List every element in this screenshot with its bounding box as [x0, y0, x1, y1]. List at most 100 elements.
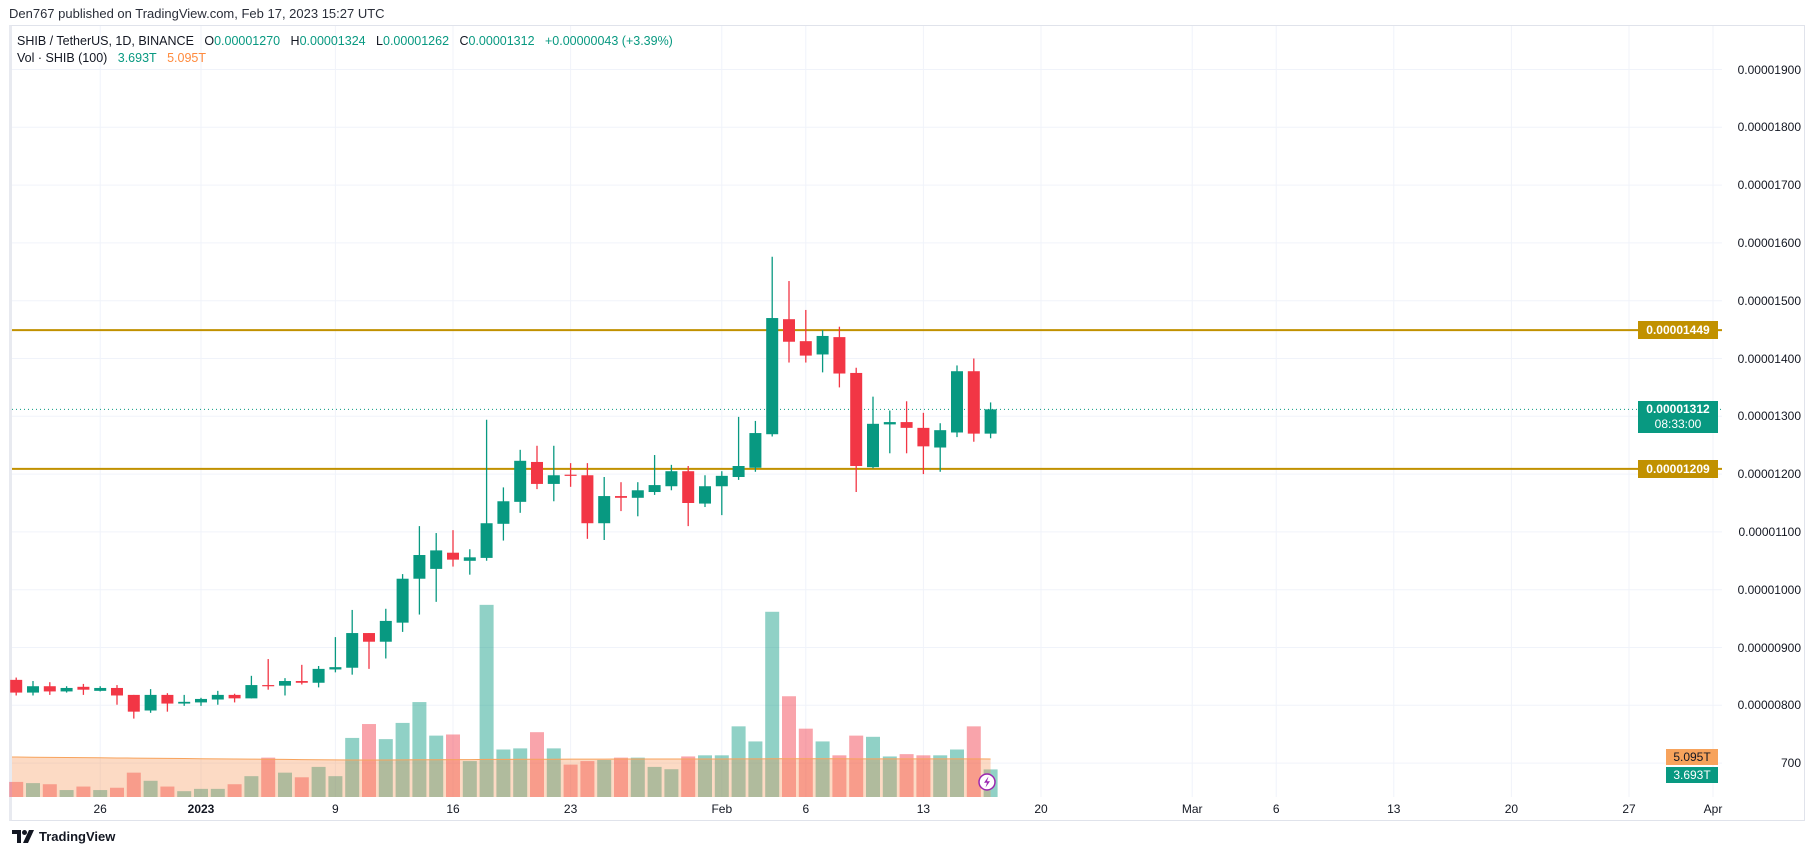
candle [715, 471, 728, 516]
candle [262, 659, 275, 690]
candle-body [27, 686, 39, 693]
candle [60, 686, 73, 693]
volume-bar [210, 788, 225, 797]
volume-bar [160, 786, 175, 797]
volume-bar [429, 735, 444, 797]
volume-bar [244, 776, 259, 797]
time-tick-label: 26 [93, 802, 107, 816]
brand-name: TradingView [39, 829, 116, 844]
volume-bar [446, 734, 460, 797]
close-label: C [459, 34, 469, 48]
candle [581, 463, 594, 539]
price-tick-label: 0.00001000 [1737, 582, 1801, 597]
volume-bar [916, 755, 931, 797]
candle [195, 697, 207, 706]
candle [699, 475, 711, 508]
volume-bar [899, 754, 914, 797]
volume-bar [462, 761, 477, 797]
price-tick-label: 0.00001500 [1737, 293, 1801, 308]
candle [413, 526, 426, 615]
volume-bar [496, 749, 511, 797]
volume-bar [798, 728, 813, 797]
candle-body [161, 694, 174, 704]
low-value: 0.00001262 [383, 34, 450, 48]
alert-lightning-icon[interactable] [978, 773, 996, 791]
volume-bar [278, 772, 292, 797]
candle [178, 694, 191, 706]
volume-legend: Vol · SHIB (100) 3.693T 5.095T [17, 51, 206, 65]
candle [749, 420, 762, 472]
volume-bar [950, 749, 964, 797]
candle-body [211, 694, 224, 700]
price-tick-label: 0.00001300 [1737, 409, 1801, 424]
candle-body [665, 471, 678, 487]
price-tick-label: 0.00001700 [1737, 178, 1801, 193]
last-price-tag: 0.00001312 08:33:00 [1638, 401, 1718, 434]
candle [598, 476, 611, 540]
chart-legend-ohlc: SHIB / TetherUS, 1D, BINANCE O0.00001270… [17, 34, 673, 48]
candle-body [917, 427, 930, 447]
candle [665, 464, 678, 491]
candle [480, 419, 493, 561]
candle-body [833, 337, 846, 374]
candle-body [295, 681, 308, 683]
volume-bar [681, 756, 696, 797]
candle-body [480, 523, 493, 558]
candle-body [346, 633, 359, 668]
candle-body [900, 422, 913, 428]
candle-body [883, 422, 896, 425]
volume-bar [261, 757, 276, 797]
candle-body [329, 667, 342, 670]
candle [531, 445, 543, 490]
price-tick-label: 0.00001100 [1738, 524, 1801, 539]
candle-body [10, 679, 23, 693]
candle-body [94, 687, 107, 691]
candle [648, 455, 661, 495]
open-value: 0.00001270 [214, 34, 281, 48]
chart-frame [9, 25, 1805, 821]
price-tick-label: 0.00000900 [1737, 640, 1801, 655]
candle-body [984, 409, 997, 434]
time-tick-label: 2023 [187, 802, 215, 816]
open-label: O [204, 34, 215, 48]
candle-body [531, 461, 543, 484]
symbol-title[interactable]: SHIB / TetherUS, 1D, BINANCE [17, 34, 194, 48]
candle-body [850, 372, 863, 467]
candle-body [262, 685, 275, 687]
volume-bar [93, 790, 108, 797]
candle [211, 690, 224, 705]
volume-bar [647, 766, 662, 797]
volume-bar [765, 611, 780, 797]
candle [77, 683, 90, 695]
tradingview-logo[interactable]: TradingView [12, 829, 115, 844]
volume-bar [966, 726, 981, 797]
candle [363, 633, 375, 669]
candle-body [682, 471, 695, 503]
level-price-tag: 0.00001209 [1638, 459, 1718, 478]
candle [732, 416, 745, 480]
candle-body [363, 633, 375, 642]
time-tick-label: Mar [1181, 802, 1203, 816]
candle [816, 330, 829, 373]
candle-body [77, 686, 90, 690]
candle-body [312, 668, 325, 683]
candle [312, 665, 325, 688]
high-value: 0.00001324 [299, 34, 366, 48]
last-price: 0.00001312 [1646, 402, 1710, 417]
time-tick-label: Apr [1703, 802, 1723, 816]
candle [396, 574, 409, 632]
candle [111, 685, 123, 705]
candle [934, 423, 947, 472]
candle-body [144, 694, 157, 711]
candle [245, 675, 258, 699]
volume-indicator-label[interactable]: Vol · SHIB (100) [17, 51, 108, 65]
candle-body [799, 341, 812, 356]
level-price-tag: 0.00001449 [1638, 321, 1718, 340]
volume-bar [143, 780, 158, 797]
volume-bar [664, 769, 679, 797]
candle [984, 402, 997, 439]
volume-bar [546, 748, 561, 797]
candle [783, 281, 795, 363]
volume-bar [815, 741, 830, 797]
